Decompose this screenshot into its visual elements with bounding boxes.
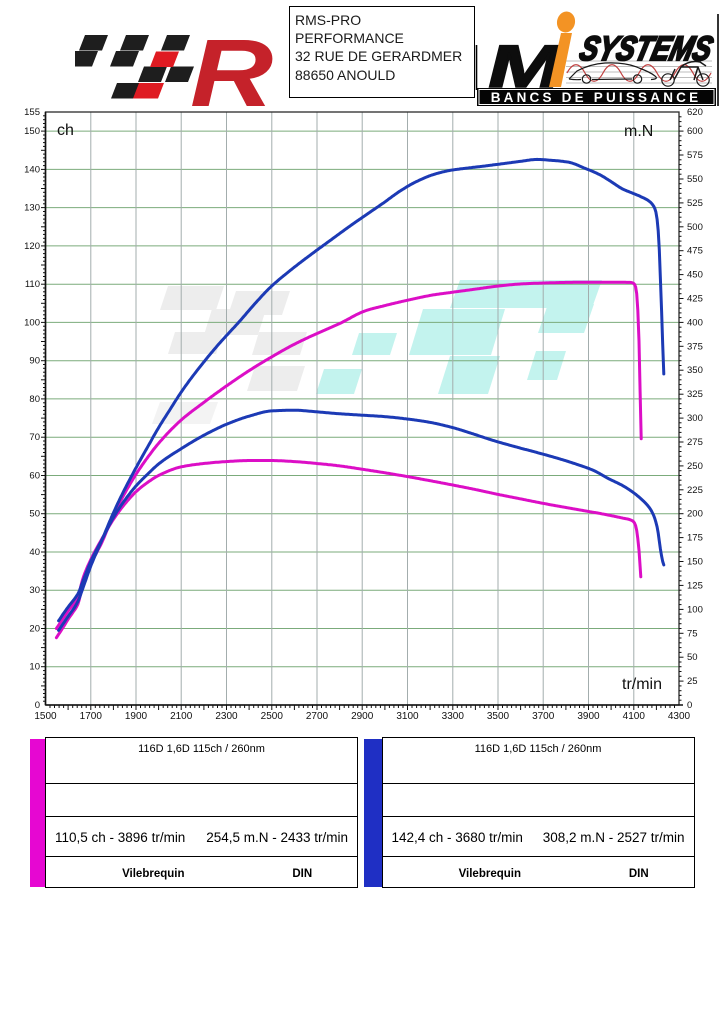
svg-text:1700: 1700	[80, 711, 103, 722]
svg-text:400: 400	[687, 317, 703, 328]
svg-text:425: 425	[687, 294, 703, 305]
svg-text:tr/min: tr/min	[622, 676, 662, 693]
svg-text:1900: 1900	[125, 711, 148, 722]
svg-text:300: 300	[687, 413, 703, 424]
svg-text:3500: 3500	[487, 711, 510, 722]
svg-text:150: 150	[24, 126, 40, 137]
svg-text:2900: 2900	[351, 711, 374, 722]
svg-text:4300: 4300	[668, 711, 691, 722]
svg-text:50: 50	[687, 652, 698, 663]
svg-text:2700: 2700	[306, 711, 329, 722]
svg-text:200: 200	[687, 509, 703, 520]
svg-text:500: 500	[687, 222, 703, 233]
svg-text:350: 350	[687, 365, 703, 376]
svg-text:90: 90	[29, 356, 40, 367]
svg-text:155: 155	[24, 107, 40, 118]
svg-text:100: 100	[24, 317, 40, 328]
svg-text:600: 600	[687, 126, 703, 137]
svg-text:225: 225	[687, 485, 703, 496]
svg-text:4100: 4100	[623, 711, 646, 722]
svg-text:R: R	[190, 22, 273, 114]
svg-text:150: 150	[687, 557, 703, 568]
svg-text:275: 275	[687, 437, 703, 448]
svg-text:250: 250	[687, 461, 703, 472]
svg-text:20: 20	[29, 624, 40, 635]
svg-text:70: 70	[29, 432, 40, 443]
svg-text:25: 25	[687, 676, 698, 687]
svg-text:0: 0	[35, 700, 40, 711]
svg-text:550: 550	[687, 174, 703, 185]
svg-text:100: 100	[687, 604, 703, 615]
svg-text:80: 80	[29, 394, 40, 405]
svg-text:2500: 2500	[261, 711, 284, 722]
svg-text:75: 75	[687, 628, 698, 639]
svg-text:620: 620	[687, 107, 703, 118]
svg-text:175: 175	[687, 533, 703, 544]
svg-text:375: 375	[687, 341, 703, 352]
svg-text:m.N: m.N	[624, 123, 653, 140]
svg-text:125: 125	[687, 580, 703, 591]
svg-text:BANCS DE PUISSANCE: BANCS DE PUISSANCE	[491, 90, 702, 105]
svg-text:110: 110	[25, 279, 40, 290]
svg-text:60: 60	[29, 471, 40, 482]
svg-text:140: 140	[24, 164, 40, 175]
svg-text:10: 10	[29, 662, 40, 673]
svg-text:ch: ch	[57, 122, 74, 139]
svg-text:SYSTEMS: SYSTEMS	[576, 30, 716, 67]
svg-text:575: 575	[687, 150, 703, 161]
svg-text:3700: 3700	[532, 711, 555, 722]
svg-text:450: 450	[687, 270, 703, 281]
svg-text:3900: 3900	[577, 711, 600, 722]
svg-text:2100: 2100	[170, 711, 193, 722]
svg-text:40: 40	[29, 547, 40, 558]
svg-text:120: 120	[24, 241, 40, 252]
svg-text:2300: 2300	[215, 711, 238, 722]
svg-text:130: 130	[24, 203, 40, 214]
svg-text:1500: 1500	[34, 711, 57, 722]
svg-text:3100: 3100	[396, 711, 419, 722]
svg-text:475: 475	[687, 246, 703, 257]
svg-text:50: 50	[29, 509, 40, 520]
svg-text:525: 525	[687, 198, 703, 209]
svg-text:3300: 3300	[442, 711, 465, 722]
svg-text:30: 30	[29, 585, 40, 596]
svg-text:0: 0	[687, 700, 692, 711]
svg-text:325: 325	[687, 389, 703, 400]
